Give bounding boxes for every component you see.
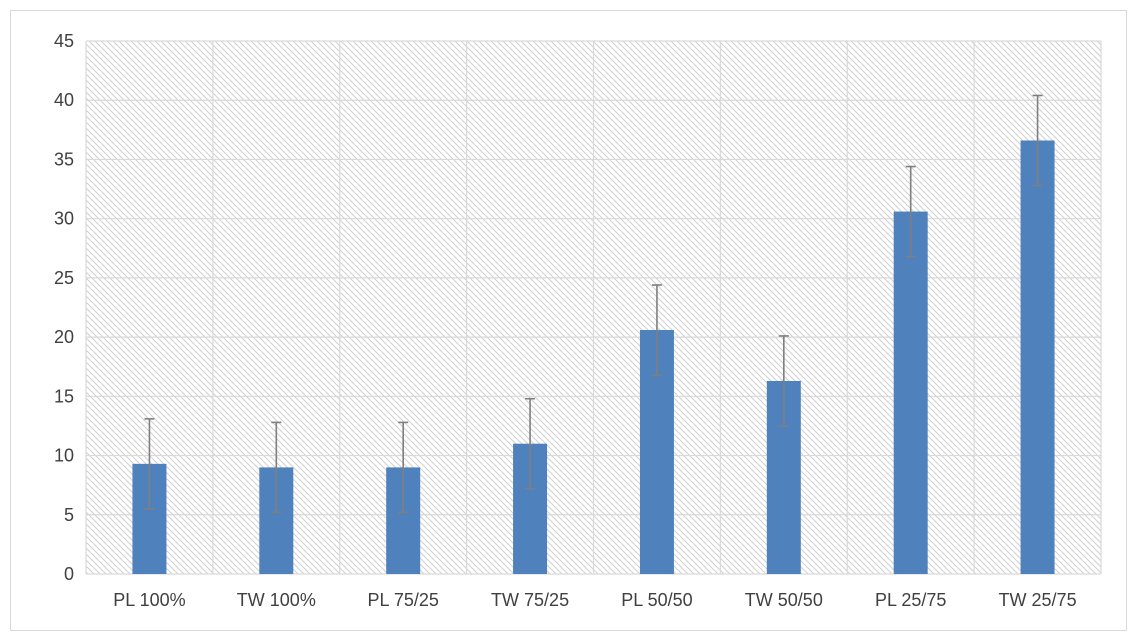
bar (893, 211, 928, 574)
y-tick-label: 25 (54, 268, 74, 288)
x-tick-label: TW 50/50 (745, 590, 823, 610)
error-bar (144, 418, 155, 510)
y-axis: 0 5 10 15 20 25 30 35 40 45 (54, 31, 74, 584)
x-tick-label: PL 75/25 (367, 590, 438, 610)
error-bar (398, 421, 409, 514)
bar (1020, 140, 1055, 574)
error-bar (525, 397, 536, 490)
x-axis: PL 100% TW 100% PL 75/25 TW 75/25 PL 50/50 TW… (113, 590, 1076, 610)
y-tick-label: 10 (54, 446, 74, 466)
y-tick-label: 40 (54, 90, 74, 110)
y-tick-label: 35 (54, 149, 74, 169)
error-bar (905, 165, 916, 258)
gridlines (85, 40, 1102, 575)
error-bar (651, 284, 662, 376)
x-tick-label: TW 100% (237, 590, 316, 610)
x-tick-label: TW 75/25 (491, 590, 569, 610)
y-tick-label: 5 (64, 505, 74, 525)
bars (132, 140, 1055, 574)
error-bars (144, 94, 1043, 514)
y-tick-label: 0 (64, 564, 74, 584)
y-tick-label: 20 (54, 327, 74, 347)
x-tick-label: PL 25/75 (875, 590, 946, 610)
error-bar (1032, 94, 1043, 187)
bar-chart: 0 5 10 15 20 25 30 35 40 45 PL 100% TW 100% PL 75/2… (54, 31, 1102, 610)
x-tick-label: PL 50/50 (621, 590, 692, 610)
y-tick-label: 30 (54, 209, 74, 229)
error-bar (271, 421, 282, 514)
y-tick-label: 15 (54, 386, 74, 406)
x-tick-label: TW 25/75 (999, 590, 1077, 610)
error-bar (778, 335, 789, 427)
y-tick-label: 45 (54, 31, 74, 51)
x-tick-label: PL 100% (113, 590, 185, 610)
chart-frame: 0 5 10 15 20 25 30 35 40 45 PL 100% TW 100% PL 75/2… (10, 10, 1127, 631)
